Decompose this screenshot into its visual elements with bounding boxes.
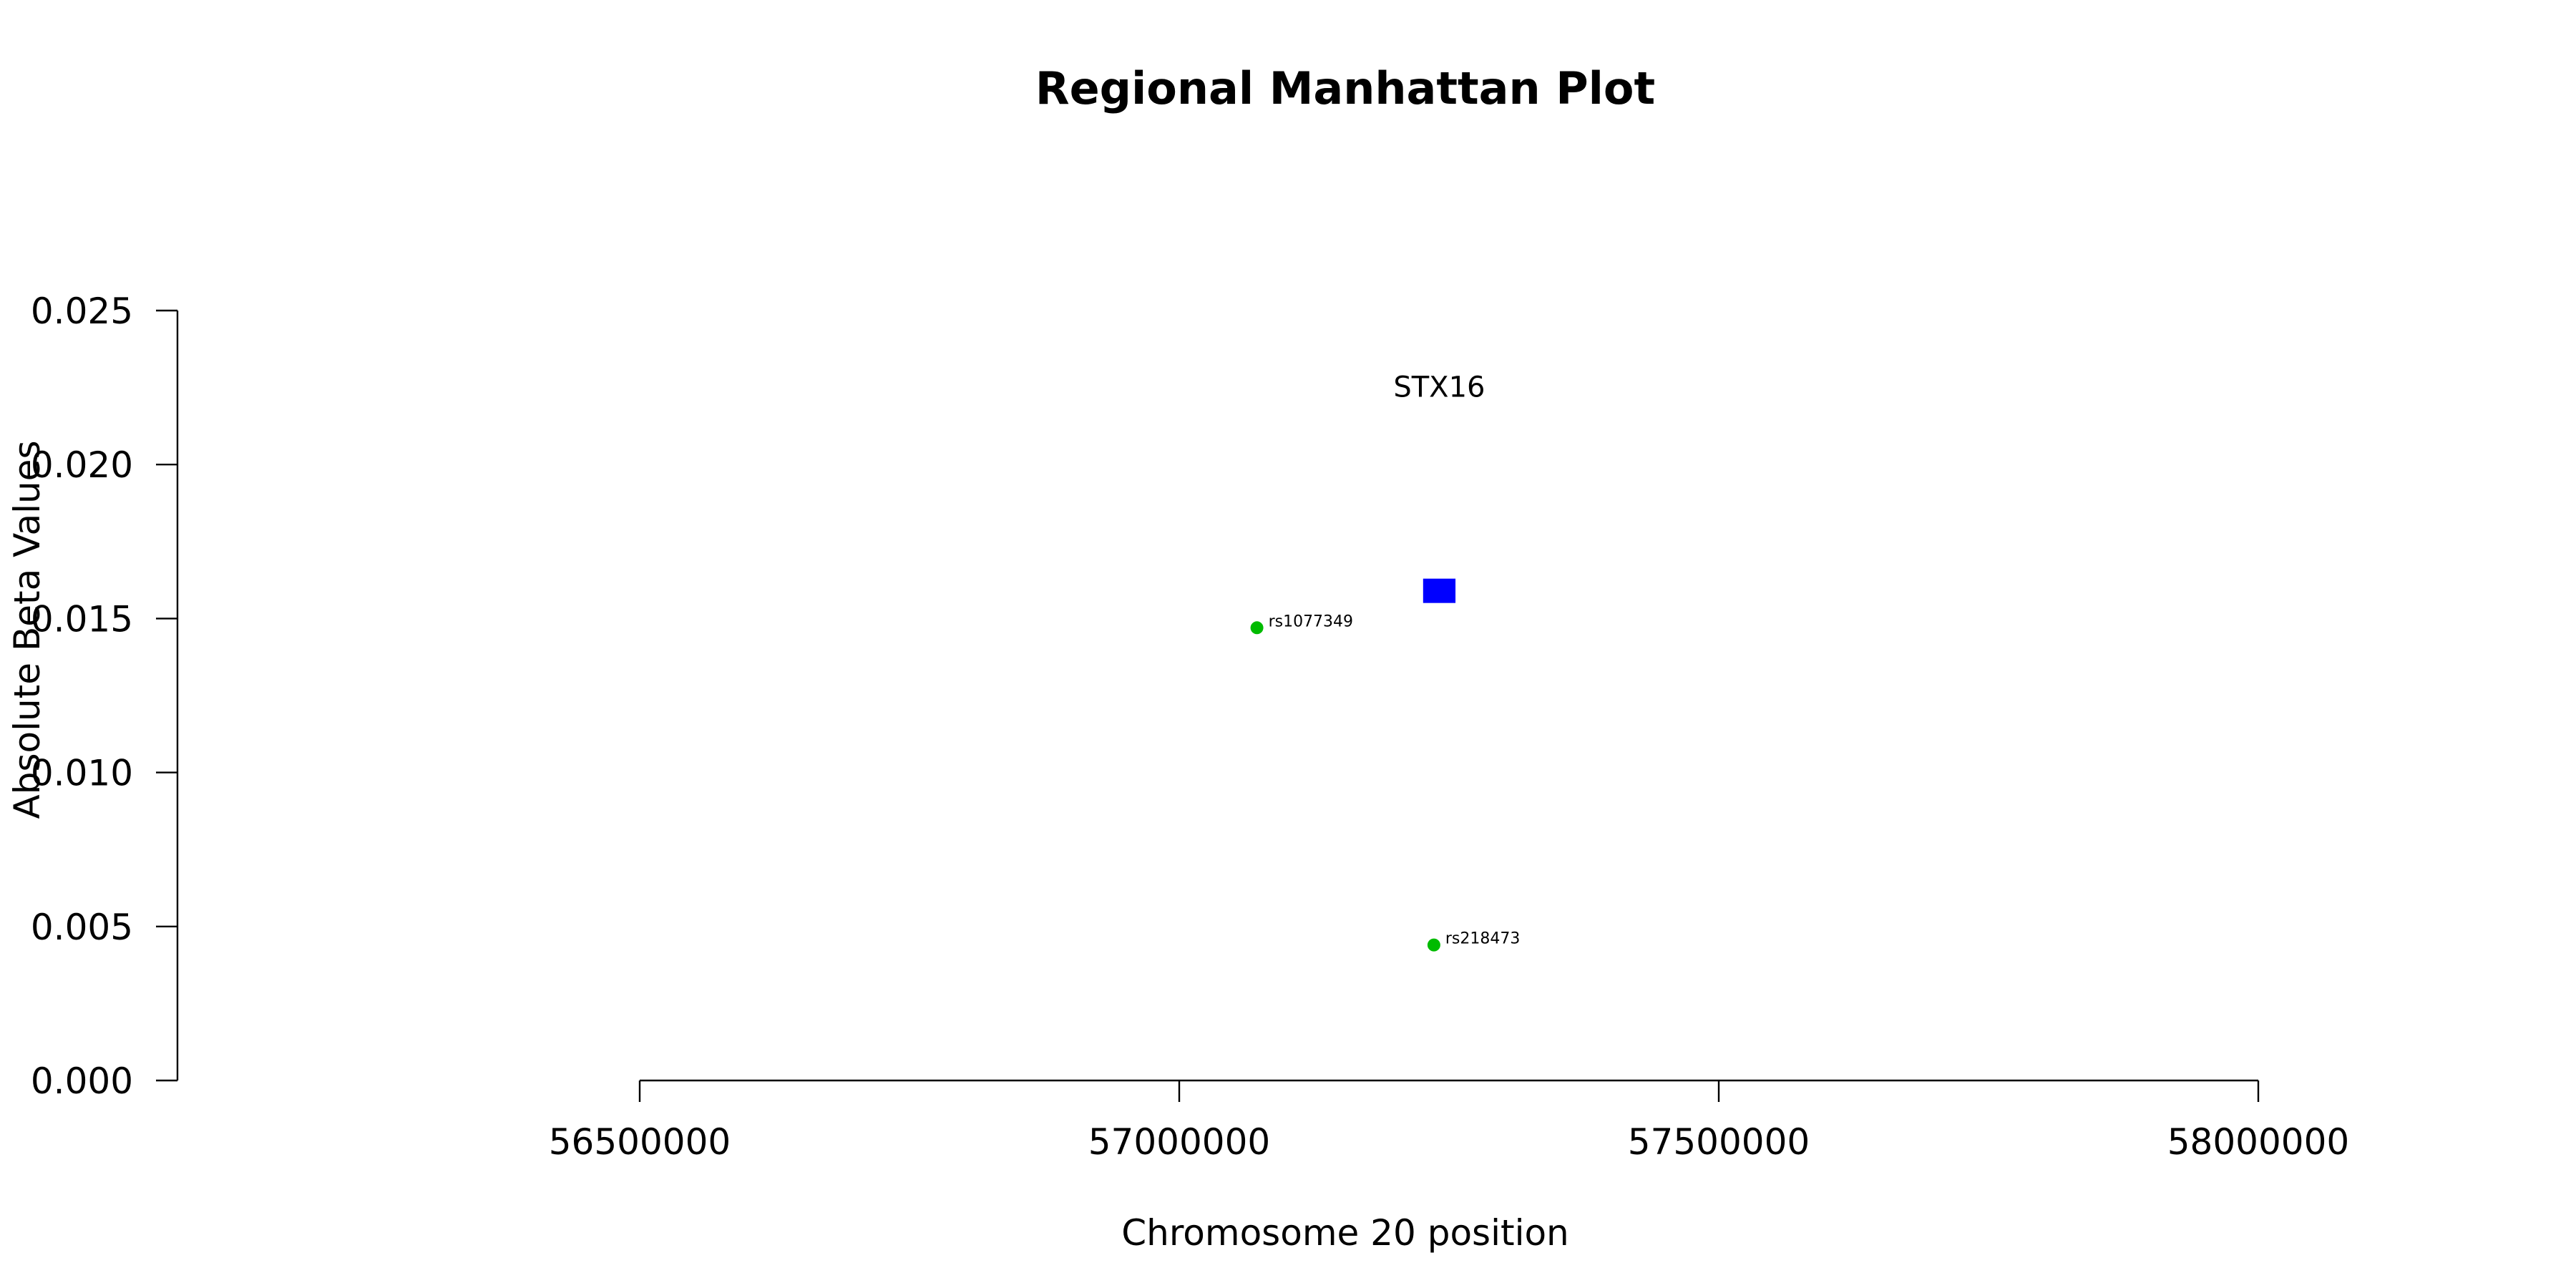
gene-box xyxy=(1423,578,1456,603)
y-tick-label: 0.010 xyxy=(31,753,133,794)
x-tick-label: 56500000 xyxy=(549,1121,731,1163)
genes-layer: STX16 xyxy=(1393,371,1485,603)
gene-label: STX16 xyxy=(1393,371,1485,404)
x-tick-label: 57000000 xyxy=(1088,1121,1271,1163)
chart-title: Regional Manhattan Plot xyxy=(1035,62,1655,114)
y-tick-label: 0.015 xyxy=(31,598,133,640)
points-layer: rs1077349 rs218473 xyxy=(1250,613,1521,952)
x-tick-label: 57500000 xyxy=(1628,1121,1810,1163)
x-axis: 56500000 57000000 57500000 58000000 xyxy=(549,1079,2350,1163)
y-tick-label: 0.000 xyxy=(31,1060,133,1102)
snp-point xyxy=(1427,938,1440,952)
snp-label: rs218473 xyxy=(1445,930,1521,948)
y-axis-label: Absolute Beta Values xyxy=(6,441,48,819)
y-axis: 0.000 0.005 0.010 0.015 0.020 0.025 xyxy=(31,291,179,1102)
x-axis-label: Chromosome 20 position xyxy=(1121,1212,1569,1254)
snp-point xyxy=(1250,621,1264,635)
y-tick-label: 0.005 xyxy=(31,907,133,948)
snp-label: rs1077349 xyxy=(1269,613,1354,630)
y-tick-label: 0.025 xyxy=(31,291,133,332)
y-tick-label: 0.020 xyxy=(31,444,133,486)
x-tick-label: 58000000 xyxy=(2167,1121,2350,1163)
